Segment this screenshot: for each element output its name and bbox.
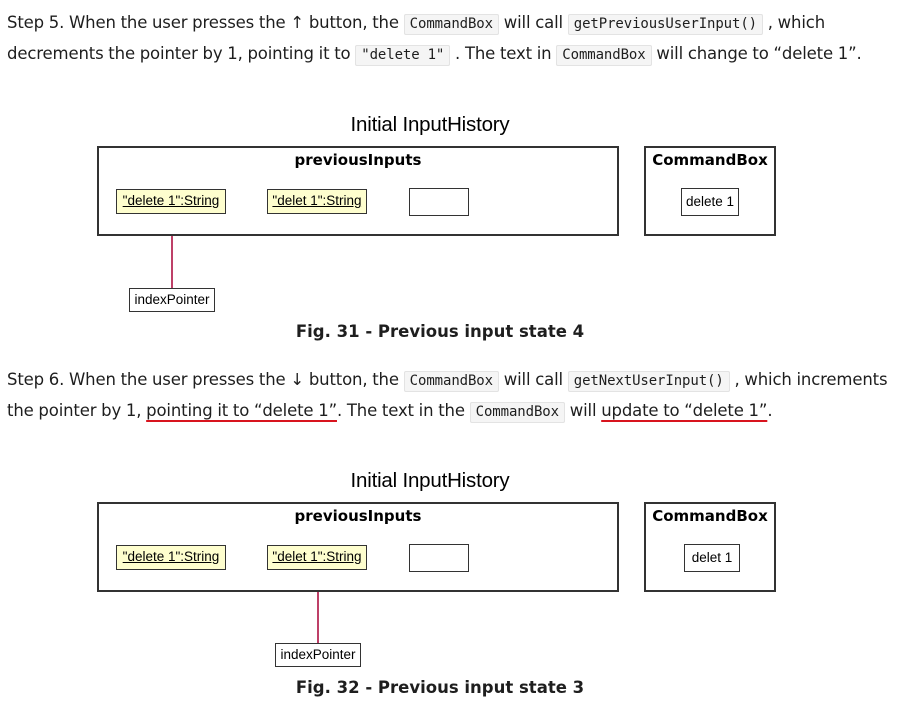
- annotation-underline-update: update to “delete 1”: [601, 401, 768, 420]
- step-5-paragraph: Step 5. When the user presses the ↑ butt…: [7, 8, 907, 70]
- inline-code: CommandBox: [469, 402, 565, 423]
- annotation-underline-pointing: pointing it to “delete 1”: [146, 401, 337, 420]
- down-arrow-glyph: ↓: [290, 370, 305, 389]
- inline-code: CommandBox: [403, 371, 499, 392]
- figure-31-diagram: Initial InputHistory previousInputs "del…: [0, 113, 915, 348]
- inline-code: getNextUserInput(): [567, 371, 730, 392]
- history-item-empty: [409, 544, 469, 572]
- commandbox-label: CommandBox: [652, 507, 768, 525]
- history-item-delet-1: "delet 1":String: [267, 545, 367, 570]
- inline-code: "delete 1": [355, 45, 451, 66]
- history-item-delet-1: "delet 1":String: [267, 189, 367, 214]
- inline-code: CommandBox: [556, 45, 652, 66]
- inline-code: CommandBox: [403, 14, 499, 35]
- commandbox-text: delet 1: [684, 544, 740, 572]
- inline-code: getPreviousUserInput(): [567, 14, 763, 35]
- diagram-title: Initial InputHistory: [350, 469, 510, 492]
- figure-caption: Fig. 32 - Previous input state 3: [295, 678, 585, 697]
- previous-inputs-label: previousInputs: [294, 507, 422, 525]
- up-arrow-glyph: ↑: [290, 13, 305, 32]
- commandbox-text: delete 1: [681, 188, 739, 216]
- index-pointer: indexPointer: [275, 643, 361, 667]
- step-6-paragraph: Step 6. When the user presses the ↓ butt…: [7, 365, 907, 427]
- history-item-delete-1: "delete 1":String: [116, 189, 226, 214]
- diagram-title: Initial InputHistory: [350, 113, 510, 136]
- commandbox-frame: CommandBox: [644, 146, 776, 236]
- history-item-delete-1: "delete 1":String: [116, 545, 226, 570]
- figure-caption: Fig. 31 - Previous input state 4: [295, 322, 585, 341]
- history-item-empty: [409, 188, 469, 216]
- previous-inputs-label: previousInputs: [294, 151, 422, 169]
- commandbox-label: CommandBox: [652, 151, 768, 169]
- index-pointer: indexPointer: [129, 288, 215, 312]
- figure-32-diagram: Initial InputHistory previousInputs "del…: [0, 469, 915, 704]
